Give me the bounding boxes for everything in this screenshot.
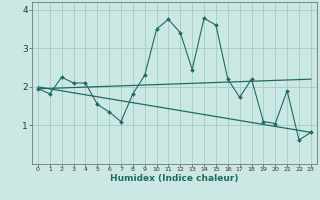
X-axis label: Humidex (Indice chaleur): Humidex (Indice chaleur) <box>110 174 239 183</box>
